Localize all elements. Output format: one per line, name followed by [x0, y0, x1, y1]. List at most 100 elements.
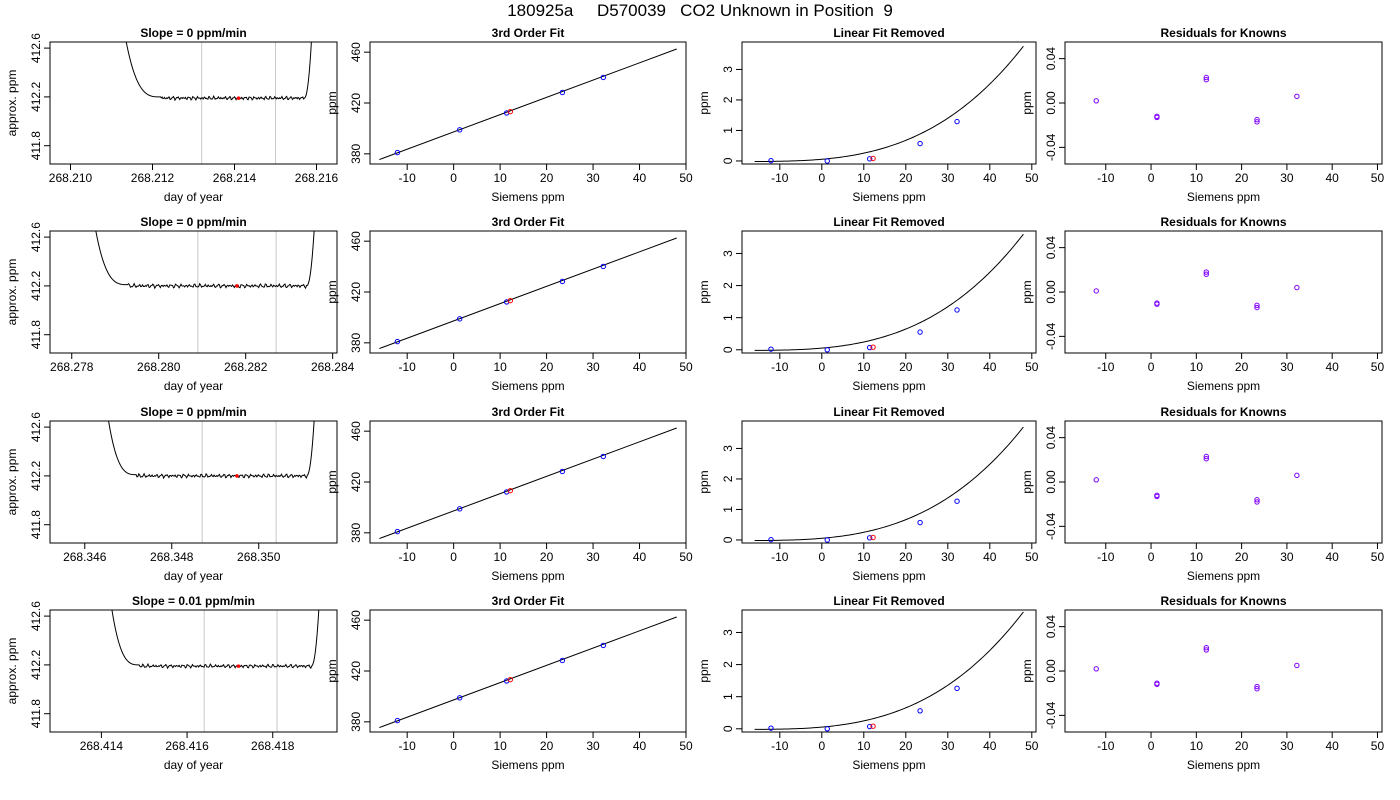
- unknown-point: [507, 108, 514, 115]
- fit-line: [379, 616, 677, 729]
- x-tick-label: 268.212: [131, 171, 175, 185]
- x-tick-label: 10: [493, 171, 507, 185]
- x-tick-label: -10: [771, 550, 789, 564]
- unknown-point: [507, 297, 514, 304]
- x-tick-label: 268.418: [251, 739, 295, 753]
- y-tick-label: 1: [721, 314, 735, 321]
- plot-frame: [1064, 230, 1383, 354]
- known-point: [824, 158, 830, 164]
- fit-line: [379, 237, 677, 350]
- x-tick-label: 30: [941, 550, 955, 564]
- known-point: [1294, 662, 1300, 669]
- y-tick-label: 420: [349, 661, 363, 681]
- x-tick-label: 40: [633, 360, 647, 374]
- y-tick-label: 0.04: [1044, 615, 1058, 639]
- y-axis-label: ppm: [1020, 91, 1034, 114]
- known-point: [1294, 93, 1300, 100]
- panel-title: Residuals for Knowns: [1160, 26, 1286, 40]
- x-axis-label: Siemens ppm: [1187, 569, 1260, 583]
- y-tick-label: 1: [721, 127, 735, 134]
- panel-title: Slope = 0 ppm/min: [140, 405, 246, 419]
- known-point: [954, 118, 960, 125]
- y-axis-label: ppm: [1020, 470, 1034, 493]
- known-point: [1203, 77, 1209, 83]
- known-point: [917, 329, 923, 335]
- unknown-mean-point: [235, 284, 239, 288]
- known-point: [559, 89, 566, 96]
- panel-r3-c1: Slope = 0 ppm/min day of year approx. ppm 2…: [5, 405, 338, 583]
- x-tick-label: 40: [1326, 171, 1340, 185]
- panel-r4-c4: Residuals for Knowns Siemens ppm ppm -10 0 10…: [1020, 594, 1384, 772]
- known-point: [824, 726, 830, 732]
- x-tick-label: 268.280: [137, 360, 181, 374]
- x-tick-label: 20: [899, 550, 913, 564]
- x-tick-label: 50: [1371, 360, 1385, 374]
- x-tick-label: 20: [1235, 171, 1249, 185]
- x-tick-label: 30: [1280, 550, 1294, 564]
- panel-title: Residuals for Knowns: [1160, 594, 1286, 608]
- y-tick-label: 0: [721, 725, 735, 732]
- x-tick-label: 268.210: [49, 171, 93, 185]
- y-tick-label: 380: [349, 333, 363, 353]
- known-point: [456, 506, 463, 512]
- y-tick-label: 3: [721, 445, 735, 452]
- y-axis-label: ppm: [1020, 659, 1034, 682]
- x-tick-label: -10: [1097, 171, 1115, 185]
- plot-frame: [741, 41, 1037, 165]
- known-point: [600, 263, 606, 270]
- unknown-point: [870, 534, 876, 541]
- x-tick-label: 50: [679, 550, 693, 564]
- panel-title: Slope = 0 ppm/min: [140, 26, 246, 40]
- x-axis-label: Siemens ppm: [491, 190, 564, 204]
- panel-r3-c4: Residuals for Knowns Siemens ppm ppm -10 0 10…: [1020, 405, 1384, 583]
- concentration-trace: [125, 42, 312, 102]
- panel-title: Linear Fit Removed: [833, 594, 944, 608]
- y-axis-label: approx. ppm: [5, 638, 19, 705]
- x-tick-label: 30: [586, 550, 600, 564]
- plot-frame: [741, 420, 1037, 544]
- x-tick-label: 20: [540, 739, 554, 753]
- plot-area: [125, 42, 312, 164]
- known-point: [954, 685, 960, 692]
- known-point: [1254, 116, 1260, 123]
- y-axis-label: approx. ppm: [5, 449, 19, 516]
- y-tick-label: 412.6: [29, 33, 43, 63]
- unknown-mean-point: [236, 96, 241, 100]
- x-tick-label: -10: [399, 550, 417, 564]
- known-point: [1093, 288, 1099, 294]
- panel-title: Slope = 0 ppm/min: [140, 215, 246, 229]
- plot-area: [754, 45, 1024, 164]
- y-tick-label: 2: [721, 475, 735, 482]
- unknown-mean-point: [236, 664, 241, 668]
- x-tick-label: 0: [818, 550, 825, 564]
- known-point: [768, 725, 774, 731]
- known-point: [768, 346, 774, 352]
- known-point: [1154, 114, 1160, 121]
- plot-area: [754, 233, 1024, 353]
- y-axis-label: ppm: [325, 280, 339, 303]
- x-tick-label: 40: [633, 550, 647, 564]
- x-axis-label: day of year: [164, 379, 223, 393]
- plot-area: [379, 427, 677, 540]
- y-tick-label: 460: [349, 421, 363, 441]
- x-axis-label: Siemens ppm: [1187, 190, 1260, 204]
- x-tick-label: 30: [941, 360, 955, 374]
- y-tick-label: 0.04: [1044, 236, 1058, 260]
- x-tick-label: 20: [540, 171, 554, 185]
- y-tick-label: -0.04: [1044, 133, 1058, 161]
- known-point: [456, 695, 463, 701]
- plot-frame: [369, 420, 687, 544]
- panel-title: 3rd Order Fit: [492, 26, 565, 40]
- known-point: [1254, 304, 1260, 311]
- fit-line: [379, 48, 677, 161]
- known-point: [1203, 269, 1209, 275]
- panel-r2-c2: 3rd Order Fit Siemens ppm ppm -10 0 10 20 30 40 5…: [325, 215, 693, 393]
- y-axis-label: ppm: [1020, 280, 1034, 303]
- y-tick-label: 380: [349, 144, 363, 164]
- known-point: [954, 307, 960, 313]
- known-point: [456, 316, 463, 322]
- unknown-point: [870, 723, 876, 729]
- unknown-point: [507, 487, 514, 494]
